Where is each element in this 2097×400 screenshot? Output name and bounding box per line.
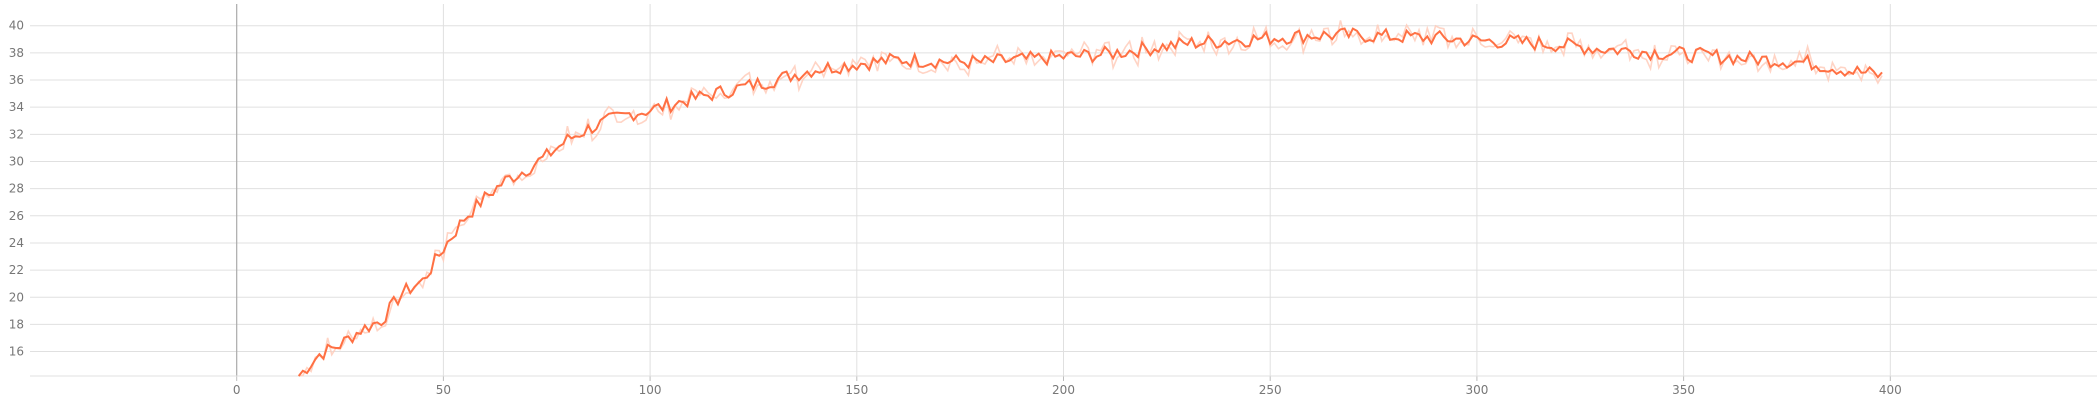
y-tick-label: 40 bbox=[9, 19, 24, 33]
x-tick-label: 50 bbox=[436, 383, 451, 397]
y-tick-label: 38 bbox=[9, 46, 24, 60]
y-tick-label: 20 bbox=[9, 290, 24, 304]
series-layer bbox=[297, 20, 1883, 377]
y-tick-label: 32 bbox=[9, 127, 24, 141]
y-tick-label: 22 bbox=[9, 263, 24, 277]
y-tick-label: 24 bbox=[9, 236, 24, 250]
series-smoothed-line bbox=[297, 27, 1883, 377]
y-tick-label: 30 bbox=[9, 154, 24, 168]
y-tick-label: 26 bbox=[9, 209, 24, 223]
x-tick-label: 400 bbox=[1879, 383, 1902, 397]
x-tick-label: 100 bbox=[639, 383, 662, 397]
x-tick-label: 150 bbox=[845, 383, 868, 397]
series-raw-line bbox=[298, 20, 1883, 377]
y-tick-label: 16 bbox=[9, 345, 24, 359]
x-tick-label: 300 bbox=[1465, 383, 1488, 397]
y-tick-label: 28 bbox=[9, 182, 24, 196]
x-tick-label: 350 bbox=[1672, 383, 1695, 397]
y-tick-label: 36 bbox=[9, 73, 24, 87]
x-tick-label: 250 bbox=[1259, 383, 1282, 397]
x-tick-label: 0 bbox=[233, 383, 241, 397]
gridlines bbox=[30, 4, 2097, 381]
y-tick-label: 18 bbox=[9, 317, 24, 331]
x-tick-label: 200 bbox=[1052, 383, 1075, 397]
y-tick-label: 34 bbox=[9, 100, 24, 114]
